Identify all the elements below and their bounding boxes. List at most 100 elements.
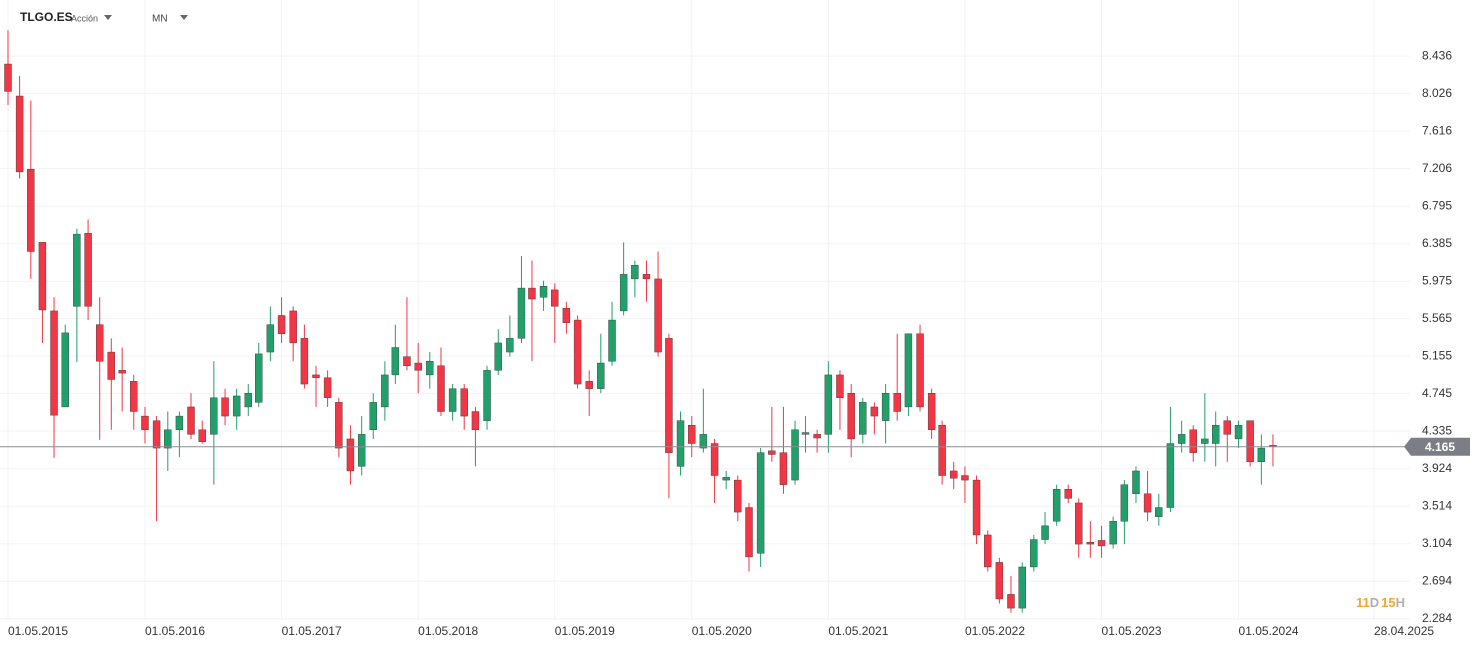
candle-body xyxy=(391,347,400,376)
candle-body xyxy=(1007,594,1015,609)
y-tick-label: 6.795 xyxy=(1422,198,1452,212)
y-tick-label: 4.335 xyxy=(1422,423,1452,437)
candle-body xyxy=(255,353,263,403)
candle-body xyxy=(870,406,879,417)
y-tick-label: 2.694 xyxy=(1422,573,1452,587)
countdown-hours: 15 xyxy=(1381,595,1395,610)
timeframe[interactable]: MN xyxy=(152,14,168,25)
candle-body xyxy=(927,393,936,430)
candle-body xyxy=(1086,542,1095,545)
candle-body xyxy=(665,338,673,453)
candle-body xyxy=(710,443,719,476)
candle-body xyxy=(745,507,753,558)
candle-body xyxy=(1166,443,1175,508)
candle-body xyxy=(494,342,502,371)
candle-body xyxy=(972,479,981,536)
candle-body xyxy=(847,393,855,440)
candle-body xyxy=(1177,434,1186,444)
candle-body xyxy=(756,452,765,554)
candle-body xyxy=(1257,447,1266,462)
candle-body xyxy=(619,274,628,312)
candle-body xyxy=(551,289,559,307)
candle-body xyxy=(210,397,218,435)
candle-body xyxy=(448,388,457,412)
candle-body xyxy=(1201,438,1209,444)
dropdown-arrow[interactable] xyxy=(180,15,188,20)
candle-body xyxy=(164,429,172,449)
candle-body xyxy=(506,338,514,353)
candle-body xyxy=(585,381,593,389)
candle-body xyxy=(221,397,229,417)
candle-body xyxy=(27,168,35,252)
candle-body xyxy=(676,420,685,467)
candle-body xyxy=(1052,489,1061,522)
candle-body xyxy=(859,402,867,435)
candle-body xyxy=(289,310,297,344)
y-tick-label: 5.975 xyxy=(1422,273,1452,287)
y-tick-label: 5.565 xyxy=(1422,311,1452,325)
candle-body xyxy=(1211,425,1220,444)
countdown-unit: H xyxy=(1396,595,1405,610)
candle-body xyxy=(801,432,810,435)
candle-body xyxy=(323,377,332,398)
candle-body xyxy=(198,429,206,442)
candle-body xyxy=(369,402,377,430)
candle-body xyxy=(50,310,58,416)
candle-body xyxy=(1097,540,1106,547)
x-tick-label: 01.05.2020 xyxy=(692,624,752,638)
bar-countdown: 11D 15H xyxy=(1356,595,1405,610)
y-tick-label: 8.436 xyxy=(1422,48,1452,62)
candle-body xyxy=(15,95,24,173)
candle-body xyxy=(573,319,582,385)
y-tick-label: 4.745 xyxy=(1422,386,1452,400)
candle-body xyxy=(346,438,355,472)
candle-body xyxy=(722,477,730,481)
candle-body xyxy=(107,351,115,380)
candle-body xyxy=(893,393,901,412)
candle-body xyxy=(688,425,696,444)
y-tick-label: 3.924 xyxy=(1422,461,1452,475)
candle-body xyxy=(381,374,389,408)
candle-body xyxy=(152,420,161,449)
dropdown-arrow[interactable] xyxy=(104,15,112,20)
candle-body xyxy=(916,333,924,408)
grid xyxy=(0,0,1410,620)
ticker[interactable]: TLGO.ES xyxy=(20,10,73,24)
candle-body xyxy=(95,324,104,362)
candle-body xyxy=(813,434,821,439)
candle-body xyxy=(300,338,309,385)
candle-body xyxy=(61,332,69,408)
candle-body xyxy=(266,324,275,353)
candle-body xyxy=(517,287,526,339)
x-tick-label: 01.05.2019 xyxy=(555,624,615,638)
candle-body xyxy=(1234,425,1243,440)
candle-body xyxy=(38,242,47,311)
candle-body xyxy=(654,278,662,353)
candle-body xyxy=(414,362,422,371)
candle-body xyxy=(881,393,890,421)
candle-body xyxy=(1064,489,1072,499)
y-tick-label: 3.104 xyxy=(1422,536,1452,550)
candle-body xyxy=(335,402,343,449)
axes: 2.284 2.694 3.104 3.514 3.924 4.335 4.745 5.155… xyxy=(0,48,1470,638)
candle-body xyxy=(1041,525,1049,540)
candle-body xyxy=(1120,484,1129,522)
instrument-kind: Acción xyxy=(71,13,98,23)
x-tick-label: 28.04.2025 xyxy=(1374,624,1434,638)
candle-body xyxy=(1132,470,1140,495)
candle-body xyxy=(699,434,708,449)
candle-body xyxy=(460,388,468,417)
candle-body xyxy=(779,452,788,485)
y-tick-label: 8.026 xyxy=(1422,86,1452,100)
candle-body xyxy=(426,361,434,376)
candle-body xyxy=(73,233,81,307)
candle-body xyxy=(608,319,616,362)
candle-body xyxy=(539,286,548,298)
candle-body xyxy=(631,264,639,280)
y-tick-label: 5.155 xyxy=(1422,348,1452,362)
x-tick-label: 01.05.2023 xyxy=(1102,624,1162,638)
candle-body xyxy=(118,370,126,374)
header: TLGO.ES Acción MN xyxy=(20,10,188,25)
price-tag xyxy=(1404,437,1470,456)
